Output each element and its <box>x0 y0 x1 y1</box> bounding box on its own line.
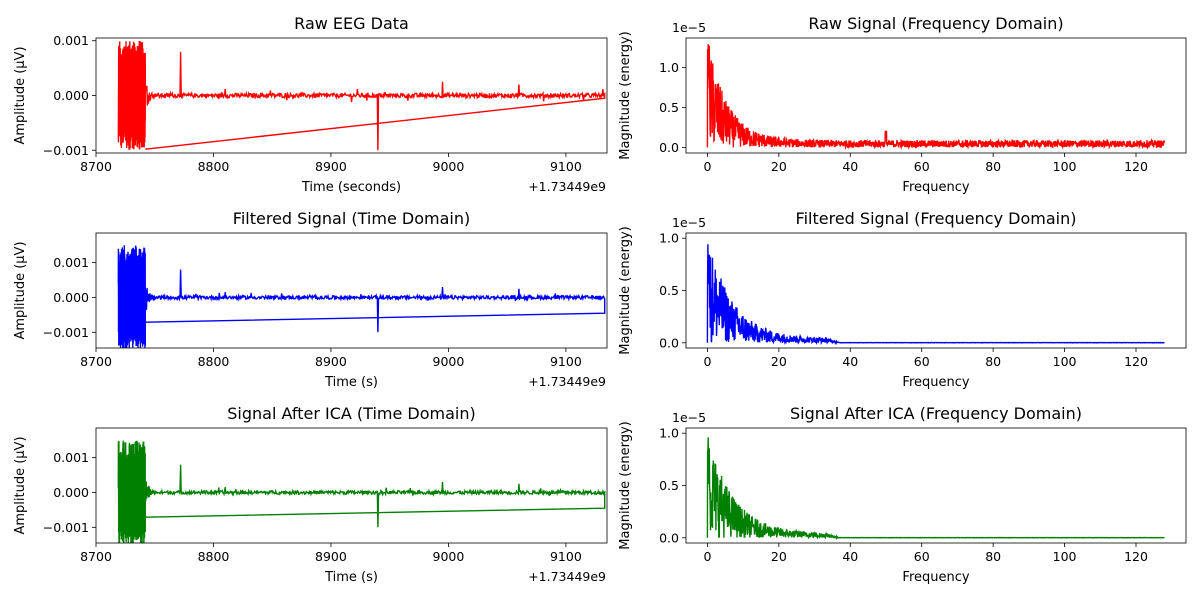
y-tick-label: 0.001 <box>53 450 89 465</box>
y-axis-label: Amplitude (µV) <box>13 241 28 339</box>
subplot-1: 8700 8800 8900 9000 9100 −0.001 0.000 0.001 Raw … <box>13 14 608 195</box>
chart-title: Signal After ICA (Time Domain) <box>227 404 475 423</box>
x-axis-label: Time (seconds) <box>301 180 401 195</box>
subplot-4: 0 20 40 60 80 100 120 0.0 0.5 1.0 Filtered Signal … <box>618 209 1187 390</box>
x-tick-label: 9100 <box>550 159 582 174</box>
y-offset-text: 1e−5 <box>672 215 706 230</box>
chart-title: Filtered Signal (Time Domain) <box>233 209 470 228</box>
y-tick-label: 0.001 <box>53 33 89 48</box>
subplot-3: 8700 8800 8900 9000 9100 −0.001 0.000 0.001 Filt… <box>13 209 608 390</box>
chart-title: Signal After ICA (Frequency Domain) <box>790 404 1082 423</box>
x-axis-label: Frequency <box>902 375 969 390</box>
x-tick-label: 100 <box>1053 549 1077 564</box>
x-axis-label: Time (s) <box>324 570 378 585</box>
x-tick-label: 40 <box>842 159 858 174</box>
y-tick-label: 0.5 <box>659 100 679 115</box>
x-tick-label: 8800 <box>198 159 230 174</box>
y-offset-text: 1e−5 <box>672 410 706 425</box>
x-tick-label: 80 <box>985 159 1001 174</box>
x-tick-label: 8700 <box>80 159 112 174</box>
y-tick-label: 0.0 <box>659 530 679 545</box>
x-tick-label: 120 <box>1124 159 1148 174</box>
y-tick-label: 1.0 <box>659 60 679 75</box>
y-tick-label: 1.0 <box>659 231 679 246</box>
x-offset-text: +1.73449e9 <box>528 179 606 194</box>
x-tick-label: 20 <box>771 354 787 369</box>
axes-frame <box>95 232 608 349</box>
chart-title: Filtered Signal (Frequency Domain) <box>796 209 1077 228</box>
y-axis-label: Magnitude (energy) <box>618 226 633 354</box>
subplot-5: 8700 8800 8900 9000 9100 −0.001 0.000 0.001 Sign… <box>13 404 608 585</box>
x-tick-label: 9100 <box>550 354 582 369</box>
x-tick-label: 60 <box>914 549 930 564</box>
x-tick-label: 8900 <box>315 159 347 174</box>
x-tick-label: 0 <box>703 159 711 174</box>
y-tick-label: 0.000 <box>53 88 89 103</box>
y-tick-label: −0.001 <box>43 143 89 158</box>
y-tick-label: 0.0 <box>659 140 679 155</box>
y-axis-label: Amplitude (µV) <box>13 436 28 534</box>
y-tick-label: 0.000 <box>53 290 89 305</box>
y-tick-label: 0.001 <box>53 255 89 270</box>
x-tick-label: 9000 <box>433 354 465 369</box>
series-line <box>706 244 1165 346</box>
y-tick-label: 0.5 <box>659 478 679 493</box>
x-tick-label: 80 <box>985 549 1001 564</box>
y-tick-label: 0.0 <box>659 335 679 350</box>
chart-title: Raw Signal (Frequency Domain) <box>808 14 1063 33</box>
x-tick-label: 60 <box>914 354 930 369</box>
axes-frame <box>95 427 608 544</box>
x-axis-label: Time (s) <box>324 375 378 390</box>
x-tick-label: 8700 <box>80 549 112 564</box>
axes-frame <box>685 37 1187 154</box>
series-line <box>706 44 1166 150</box>
x-tick-label: 100 <box>1053 159 1077 174</box>
x-offset-text: +1.73449e9 <box>528 374 606 389</box>
y-axis-label: Magnitude (energy) <box>618 31 633 159</box>
y-axis-label: Amplitude (µV) <box>13 46 28 144</box>
y-tick-label: −0.001 <box>43 325 89 340</box>
y-tick-label: 1.0 <box>659 426 679 441</box>
x-tick-label: 8800 <box>198 549 230 564</box>
x-tick-label: 120 <box>1124 549 1148 564</box>
x-tick-label: 8700 <box>80 354 112 369</box>
subplot-6: 0 20 40 60 80 100 120 0.0 0.5 1.0 Signal After ICA… <box>618 404 1187 585</box>
series-line <box>117 245 606 348</box>
chart-title: Raw EEG Data <box>294 14 409 33</box>
y-tick-label: 0.000 <box>53 485 89 500</box>
x-tick-label: 20 <box>771 549 787 564</box>
x-tick-label: 40 <box>842 549 858 564</box>
series-line <box>117 40 606 151</box>
x-tick-label: 0 <box>703 354 711 369</box>
x-tick-label: 9000 <box>433 549 465 564</box>
series-line <box>117 440 606 543</box>
x-tick-label: 8900 <box>315 549 347 564</box>
x-tick-label: 40 <box>842 354 858 369</box>
x-tick-label: 9000 <box>433 159 465 174</box>
x-tick-label: 100 <box>1053 354 1077 369</box>
y-tick-label: 0.5 <box>659 283 679 298</box>
x-offset-text: +1.73449e9 <box>528 569 606 584</box>
y-offset-text: 1e−5 <box>672 20 706 35</box>
x-axis-label: Frequency <box>902 180 969 195</box>
x-tick-label: 8800 <box>198 354 230 369</box>
y-tick-label: −0.001 <box>43 520 89 535</box>
series-line <box>706 437 1165 541</box>
subplot-2: 0 20 40 60 80 100 120 0.0 0.5 1.0 Raw Signal (Freq… <box>618 14 1187 195</box>
x-tick-label: 120 <box>1124 354 1148 369</box>
x-tick-label: 60 <box>914 159 930 174</box>
x-axis-label: Frequency <box>902 570 969 585</box>
x-tick-label: 0 <box>703 549 711 564</box>
x-tick-label: 80 <box>985 354 1001 369</box>
y-axis-label: Magnitude (energy) <box>618 421 633 549</box>
x-tick-label: 9100 <box>550 549 582 564</box>
x-tick-label: 8900 <box>315 354 347 369</box>
x-tick-label: 20 <box>771 159 787 174</box>
